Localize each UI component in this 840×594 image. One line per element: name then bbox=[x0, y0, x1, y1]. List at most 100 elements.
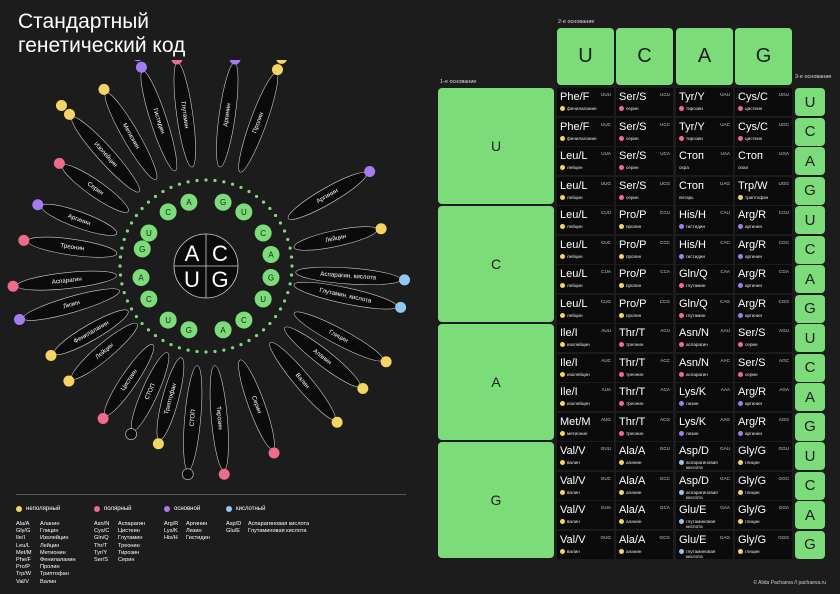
category-dot bbox=[560, 430, 565, 436]
amino-acid-name-text: валин bbox=[567, 548, 580, 554]
codon-label: CAU bbox=[720, 210, 730, 215]
category-dot bbox=[619, 342, 624, 347]
first-base-header: G bbox=[438, 442, 554, 558]
amino-acid-name: лейцин bbox=[560, 194, 583, 200]
base-letter: G bbox=[139, 245, 145, 254]
third-base-cell: U bbox=[795, 324, 825, 352]
codon-cell: Arg/R AGG аргинин bbox=[735, 412, 792, 441]
amino-acid-name-text: треонин bbox=[626, 401, 644, 406]
amino-acid-wheel-label: Глутамин bbox=[179, 101, 190, 129]
codon-label: AAA bbox=[720, 387, 730, 392]
second-base-label: 2-е основание bbox=[558, 19, 595, 25]
third-base-bead bbox=[140, 321, 144, 326]
legend-code: Thr/T bbox=[94, 542, 108, 549]
category-dot bbox=[380, 356, 392, 368]
category-dot bbox=[679, 106, 684, 111]
codon-label: GCA bbox=[660, 505, 670, 510]
third-base-bead bbox=[286, 237, 290, 242]
amino-acid-name: валин bbox=[560, 489, 580, 495]
amino-acid-name: аланин bbox=[619, 548, 641, 554]
legend-name: Серин bbox=[118, 557, 135, 564]
first-base-header: A bbox=[438, 324, 554, 440]
legend-code: Asp/D bbox=[226, 521, 242, 527]
third-base-bead bbox=[122, 290, 126, 295]
wheel-spoke: Валин bbox=[269, 341, 336, 420]
amino-acid-name-text: аспарагиновая кислота bbox=[686, 460, 718, 470]
amino-acid-code: Glu/E bbox=[679, 533, 707, 546]
amino-acid-name: глутаминовая кислота bbox=[679, 519, 726, 529]
amino-acid-name: валин bbox=[560, 548, 580, 554]
category-dot bbox=[45, 350, 57, 361]
category-dot bbox=[134, 60, 142, 62]
base-circle bbox=[133, 240, 151, 258]
third-base-cell: A bbox=[795, 501, 825, 529]
amino-acid-name-text: треонин bbox=[626, 371, 644, 377]
codon-cell: Pro/P CCU пролин bbox=[616, 206, 673, 234]
legend-code: Gln/Q bbox=[94, 535, 109, 542]
category-dot bbox=[619, 460, 624, 465]
category-dot bbox=[619, 401, 624, 406]
codon-label: AGC bbox=[779, 357, 789, 363]
third-base-bead bbox=[222, 180, 226, 184]
codon-label: CUC bbox=[601, 239, 611, 245]
codon-cell: His/H CAC гистидин bbox=[676, 235, 733, 264]
wheel-spoke: Серин bbox=[238, 359, 275, 450]
third-base-bead bbox=[239, 342, 243, 347]
codon-cell: Thr/T ACU треонин bbox=[616, 324, 673, 352]
amino-acid-name: треонин bbox=[619, 430, 643, 436]
codon-cell: Asp/D GAC аспарагиновая кислота bbox=[676, 471, 733, 500]
amino-acid-code: Thr/T bbox=[619, 327, 646, 339]
third-base-bead bbox=[169, 342, 173, 347]
amino-acid-name-text: фенилаланин bbox=[567, 106, 597, 111]
category-dot bbox=[619, 106, 624, 111]
category-dot bbox=[32, 199, 44, 211]
third-base-bead bbox=[288, 282, 292, 286]
amino-acid-name: триптофан bbox=[738, 194, 768, 200]
codon-cell: Ser/S AGU серин bbox=[735, 324, 792, 352]
category-dot bbox=[738, 460, 743, 465]
base-letter: A bbox=[268, 251, 274, 260]
third-base-bead bbox=[140, 206, 144, 211]
legend-name: Триптофан bbox=[40, 571, 69, 578]
codon-cell: Leu/L CUC лейцин bbox=[557, 235, 614, 264]
category-dot bbox=[181, 468, 194, 481]
amino-acid-code: Arg/R bbox=[738, 268, 767, 280]
amino-acid-name: опал bbox=[738, 165, 748, 170]
codon-cell: Arg/R CGG аргинин bbox=[735, 294, 792, 323]
page-title: Стандартный генетический код bbox=[18, 10, 185, 58]
base-letter: C bbox=[241, 316, 247, 325]
amino-acid-name-text: серин bbox=[626, 165, 639, 170]
amino-acid-code: Gly/G bbox=[738, 474, 767, 487]
third-base-bead bbox=[125, 299, 130, 303]
legend-code: Arg/R bbox=[164, 521, 179, 527]
amino-acid-code: Arg/R bbox=[738, 209, 767, 221]
third-base-cell: C bbox=[795, 117, 825, 146]
category-dot bbox=[53, 157, 65, 169]
legend-names: Аргинин Лизин Гистидин bbox=[186, 521, 210, 543]
category-dot bbox=[218, 468, 230, 480]
third-base-bead bbox=[118, 264, 122, 268]
amino-acid-code: Pro/P bbox=[619, 209, 647, 221]
codon-label: UUG bbox=[600, 180, 611, 186]
legend-codes: Arg/R Lys/K His/H bbox=[164, 521, 178, 543]
third-base-cell: G bbox=[795, 530, 825, 559]
amino-acid-name-text: лейцин bbox=[567, 253, 583, 259]
codon-label: GAC bbox=[720, 475, 730, 481]
wheel-spoke: Лейцин bbox=[293, 226, 378, 251]
legend-code: Met/M bbox=[16, 549, 32, 556]
third-base-bead bbox=[204, 350, 208, 354]
amino-acid-name: фенилаланин bbox=[560, 135, 597, 141]
third-base-bead bbox=[125, 229, 130, 233]
amino-acid-name: лизин bbox=[679, 430, 698, 436]
amino-acid-name: лизин bbox=[679, 401, 698, 406]
codon-cell: Glu/E GAA глутаминовая кислота bbox=[676, 501, 733, 529]
amino-acid-name-text: изолейцин bbox=[567, 371, 590, 377]
amino-acid-name: треонин bbox=[619, 401, 643, 406]
amino-acid-name-text: серин bbox=[626, 194, 639, 200]
category-dot bbox=[679, 253, 684, 259]
amino-acid-code: Arg/R bbox=[738, 238, 767, 251]
category-dot bbox=[679, 548, 684, 554]
amino-acid-code: Asn/N bbox=[679, 356, 709, 369]
amino-acid-name: лейцин bbox=[560, 312, 583, 318]
amino-acid-name-text: тирозин bbox=[686, 135, 703, 141]
